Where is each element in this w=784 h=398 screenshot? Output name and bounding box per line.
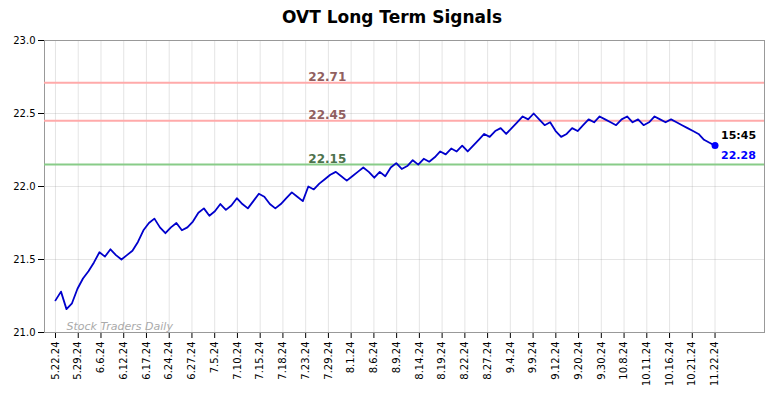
svg-text:6.12.24: 6.12.24 (118, 342, 129, 380)
svg-text:10.16.24: 10.16.24 (664, 342, 675, 387)
svg-text:9.9.24: 9.9.24 (527, 342, 538, 374)
html-text:OVT Long Term Signals: OVT Long Term Signals (282, 7, 502, 27)
svg-text:8.14.24: 8.14.24 (414, 342, 425, 380)
svg-text:9.12.24: 9.12.24 (550, 342, 561, 380)
svg-text:9.4.24: 9.4.24 (505, 342, 516, 374)
svg-text:22.45: 22.45 (308, 108, 346, 122)
svg-text:6.6.24: 6.6.24 (95, 342, 106, 374)
svg-text:8.6.24: 8.6.24 (368, 342, 379, 374)
svg-text:6.17.24: 6.17.24 (141, 342, 152, 380)
svg-text:22.5: 22.5 (13, 108, 35, 119)
svg-text:22.71: 22.71 (308, 70, 346, 84)
svg-text:6.24.24: 6.24.24 (163, 342, 174, 380)
svg-text:21.5: 21.5 (13, 254, 35, 265)
svg-text:7.15.24: 7.15.24 (254, 342, 265, 380)
svg-text:10.21.24: 10.21.24 (686, 342, 697, 387)
svg-text:9.30.24: 9.30.24 (596, 342, 607, 380)
svg-text:5.29.24: 5.29.24 (72, 342, 83, 380)
svg-text:7.18.24: 7.18.24 (277, 342, 288, 380)
svg-text:23.0: 23.0 (13, 35, 35, 46)
svg-text:10.8.24: 10.8.24 (618, 342, 629, 380)
svg-text:10.11.24: 10.11.24 (641, 342, 652, 387)
svg-text:9.20.24: 9.20.24 (573, 342, 584, 380)
svg-text:7.23.24: 7.23.24 (300, 342, 311, 380)
svg-text:21.0: 21.0 (13, 327, 35, 338)
svg-text:22.0: 22.0 (13, 181, 35, 192)
svg-text:5.22.24: 5.22.24 (50, 342, 61, 380)
svg-text:7.29.24: 7.29.24 (323, 342, 334, 380)
svg-text:8.9.24: 8.9.24 (391, 342, 402, 374)
svg-text:Stock Traders Daily: Stock Traders Daily (66, 320, 173, 333)
svg-text:8.1.24: 8.1.24 (345, 342, 356, 374)
svg-text:8.19.24: 8.19.24 (436, 342, 447, 380)
svg-text:22.15: 22.15 (308, 152, 346, 166)
svg-text:22.28: 22.28 (721, 149, 756, 162)
svg-text:8.22.24: 8.22.24 (459, 342, 470, 380)
svg-text:11.22.24: 11.22.24 (709, 342, 720, 387)
svg-text:7.10.24: 7.10.24 (232, 342, 243, 380)
svg-text:8.27.24: 8.27.24 (482, 342, 493, 380)
svg-text:6.27.24: 6.27.24 (186, 342, 197, 380)
svg-text:7.5.24: 7.5.24 (209, 342, 220, 374)
svg-text:15:45: 15:45 (721, 129, 756, 142)
